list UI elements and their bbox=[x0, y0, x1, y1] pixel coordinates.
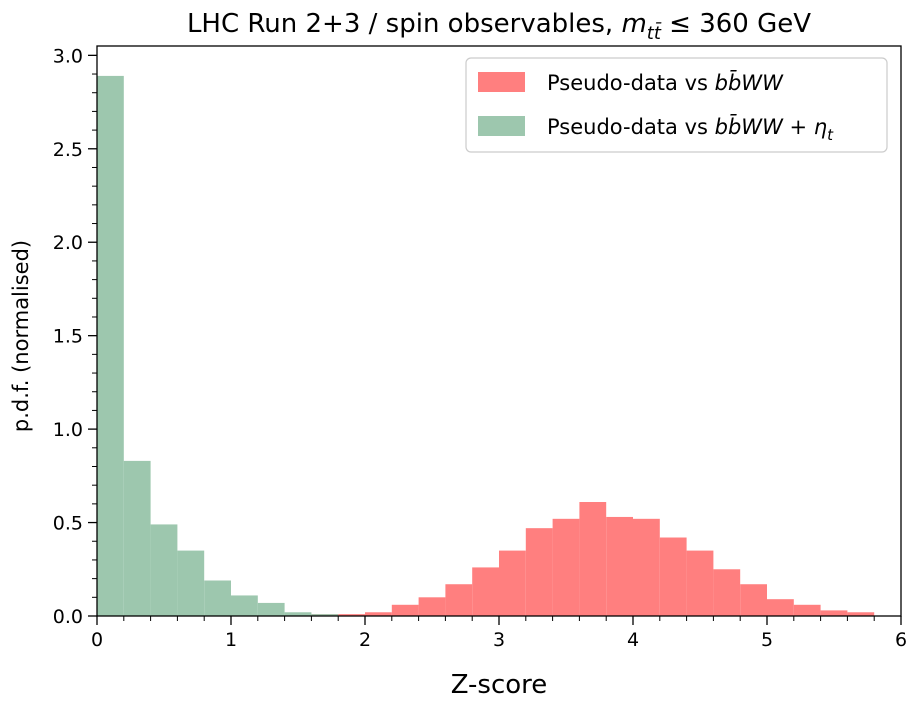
legend-box bbox=[465, 57, 888, 153]
legend: Pseudo-data vs bb̄WW Pseudo-data vs bb̄W… bbox=[465, 57, 888, 153]
y-tick-label: 2.5 bbox=[53, 139, 83, 161]
x-tick-label: 6 bbox=[895, 629, 907, 651]
x-tick-label: 1 bbox=[225, 629, 237, 651]
bar-series-0-bin-13 bbox=[659, 537, 687, 616]
bars-layer bbox=[97, 75, 875, 617]
x-tick-label: 4 bbox=[627, 629, 639, 651]
bar-series-1-bin-6 bbox=[257, 602, 285, 616]
legend-swatch-bbww-eta bbox=[478, 116, 525, 136]
bar-series-0-bin-18 bbox=[793, 604, 821, 616]
y-tick-label: 3.0 bbox=[53, 45, 83, 67]
x-tick-label: 2 bbox=[359, 629, 371, 651]
bar-series-1-bin-2 bbox=[150, 524, 178, 616]
bar-series-1-bin-3 bbox=[177, 550, 205, 616]
bar-series-0-bin-1 bbox=[338, 614, 365, 616]
legend-label-bbww: Pseudo-data vs bb̄WW bbox=[547, 70, 784, 95]
legend-swatch-bbww bbox=[478, 72, 525, 92]
ticks-layer: 0 1 2 3 4 5 6 0.0 0.5 1.0 1.5 2.0 2.5 3.0 bbox=[53, 45, 907, 651]
bar-series-0-bin-10 bbox=[579, 502, 607, 616]
bar-series-0-bin-6 bbox=[472, 567, 499, 616]
bar-series-0-bin-4 bbox=[418, 597, 446, 616]
chart-title: LHC Run 2+3 / spin observables, mtt̄ ≤ 3… bbox=[187, 9, 811, 44]
bar-series-1-bin-8 bbox=[311, 614, 339, 616]
y-tick-label: 0.5 bbox=[53, 513, 83, 535]
bar-series-0-bin-11 bbox=[606, 516, 633, 616]
bar-series-0-bin-8 bbox=[525, 528, 553, 616]
bar-series-1-bin-1 bbox=[123, 460, 151, 616]
bar-series-1-bin-5 bbox=[231, 595, 258, 616]
x-axis-label: Z-score bbox=[451, 670, 548, 700]
bar-series-1-bin-0 bbox=[97, 75, 124, 617]
x-tick-label: 5 bbox=[761, 629, 773, 651]
y-tick-label: 1.5 bbox=[53, 326, 83, 348]
bar-series-0-bin-17 bbox=[767, 599, 794, 616]
bar-series-0-bin-9 bbox=[552, 518, 580, 616]
bar-series-0-bin-20 bbox=[847, 612, 875, 616]
legend-label-bbww-eta: Pseudo-data vs bb̄WW + ηt bbox=[547, 114, 834, 144]
y-tick-label: 2.0 bbox=[53, 232, 83, 254]
bar-series-0-bin-15 bbox=[713, 569, 741, 616]
bar-series-0-bin-2 bbox=[365, 612, 392, 616]
x-tick-label: 0 bbox=[91, 629, 103, 651]
bar-series-1-bin-7 bbox=[284, 612, 312, 616]
bar-series-0-bin-7 bbox=[499, 550, 526, 616]
bar-series-1-bin-4 bbox=[204, 580, 231, 616]
bar-series-0-bin-3 bbox=[391, 604, 419, 616]
bar-series-0-bin-12 bbox=[633, 518, 660, 616]
y-axis-label: p.d.f. (normalised) bbox=[9, 240, 33, 432]
y-tick-label: 0.0 bbox=[53, 606, 83, 628]
x-tick-label: 3 bbox=[493, 629, 505, 651]
bar-series-0-bin-14 bbox=[686, 550, 714, 616]
bar-series-0-bin-19 bbox=[820, 610, 848, 616]
bar-series-0-bin-5 bbox=[445, 584, 473, 616]
y-tick-label: 1.0 bbox=[53, 419, 83, 441]
bar-series-0-bin-16 bbox=[740, 584, 767, 616]
